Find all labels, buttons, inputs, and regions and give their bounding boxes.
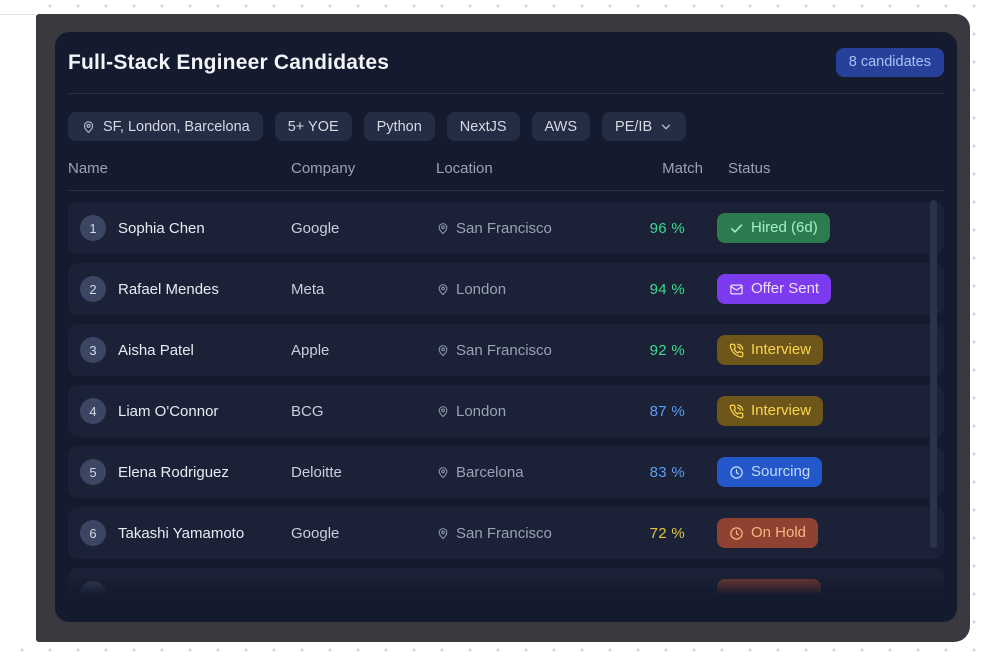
row-number: 6 [80, 520, 106, 546]
table-row[interactable]: 6 Takashi Yamamoto Google San Francisco … [68, 507, 944, 559]
company: Google [291, 219, 340, 237]
status-icon [729, 343, 744, 358]
map-pin-icon [436, 221, 450, 235]
location-label: San Francisco [456, 524, 552, 542]
status-icon [729, 404, 744, 419]
match-score: 92 % [649, 341, 685, 359]
scrollbar-thumb[interactable] [930, 200, 937, 548]
filter-chip-sf-london-barcelona[interactable]: SF, London, Barcelona [68, 112, 263, 141]
table-body: 1 Sophia Chen Google San Francisco 96 % … [68, 202, 944, 620]
map-pin-icon [436, 343, 450, 357]
map-pin-icon [436, 465, 450, 479]
header-divider [68, 93, 944, 94]
table-row[interactable]: 5 Elena Rodriguez Deloitte Barcelona 83 … [68, 446, 944, 498]
map-pin-icon [436, 404, 450, 418]
status-badge[interactable]: Interview [717, 335, 824, 365]
filter-chip-label: AWS [544, 118, 578, 135]
app-window: Full-Stack Engineer Candidates 8 candida… [36, 14, 970, 642]
row-number: 4 [80, 398, 106, 424]
status-icon [729, 221, 744, 236]
chevron-down-icon [659, 120, 673, 134]
filter-chip-5-yoe[interactable]: 5+ YOE [274, 112, 352, 141]
candidate-name: Aisha Patel [118, 341, 194, 359]
status-badge[interactable] [717, 579, 821, 609]
status-label: Offer Sent [751, 280, 820, 297]
filter-chip-label: Python [376, 118, 422, 135]
company: Deloitte [291, 463, 342, 481]
status-label: Hired (6d) [751, 219, 818, 236]
row-number [80, 581, 106, 607]
status-icon [729, 282, 744, 297]
match-score: 83 % [649, 463, 685, 481]
location-label: London [456, 402, 507, 420]
table-row[interactable]: 2 Rafael Mendes Meta London 94 % Offer S… [68, 263, 944, 315]
table-header-row: Name Company Location Match Status [68, 156, 944, 180]
company: BCG [291, 402, 324, 420]
candidates-card: Full-Stack Engineer Candidates 8 candida… [55, 32, 957, 622]
status-badge[interactable]: On Hold [717, 518, 819, 548]
status-icon [729, 465, 744, 480]
card-header: Full-Stack Engineer Candidates 8 candida… [68, 32, 944, 93]
status-badge[interactable]: Sourcing [717, 457, 823, 487]
company: Meta [291, 280, 325, 298]
row-number: 2 [80, 276, 106, 302]
candidate-count-badge: 8 candidates [835, 47, 944, 78]
status-label: Interview [751, 402, 812, 419]
status-badge[interactable]: Offer Sent [717, 274, 832, 304]
filter-chip-python[interactable]: Python [363, 112, 435, 141]
filter-chip-pe-ib[interactable]: PE/IB [602, 112, 687, 141]
location-label: Barcelona [456, 463, 524, 481]
candidate-name: Liam O'Connor [118, 402, 219, 420]
location-label: San Francisco [456, 219, 552, 237]
filter-chip-label: SF, London, Barcelona [103, 118, 250, 135]
match-score: 96 % [649, 219, 685, 237]
status-label: Sourcing [751, 463, 811, 480]
row-number: 5 [80, 459, 106, 485]
match-score: 94 % [649, 280, 685, 298]
candidate-name: Rafael Mendes [118, 280, 219, 298]
column-header-match: Match [662, 159, 703, 177]
column-header-company: Company [291, 159, 356, 177]
column-header-location: Location [436, 159, 493, 177]
table-header-divider [68, 190, 944, 191]
canvas-left-margin [0, 0, 36, 641]
match-score: 87 % [649, 402, 685, 420]
candidate-name: Sophia Chen [118, 219, 205, 237]
page-title: Full-Stack Engineer Candidates [68, 50, 390, 74]
column-header-status: Status [728, 159, 771, 177]
filter-chip-label: 5+ YOE [287, 118, 339, 135]
company: Apple [291, 341, 330, 359]
table-row[interactable] [68, 568, 944, 620]
filter-bar: SF, London, Barcelona 5+ YOE Python Next… [68, 112, 687, 141]
row-number: 1 [80, 215, 106, 241]
column-header-name: Name [68, 159, 109, 177]
canvas-edge-line [0, 14, 36, 15]
candidate-name: Takashi Yamamoto [118, 524, 245, 542]
status-label: Interview [751, 341, 812, 358]
table-row[interactable]: 3 Aisha Patel Apple San Francisco 92 % I… [68, 324, 944, 376]
status-badge[interactable]: Interview [717, 396, 824, 426]
location-label: San Francisco [456, 341, 552, 359]
match-score: 72 % [649, 524, 685, 542]
company: Google [291, 524, 340, 542]
map-pin-icon [436, 282, 450, 296]
location-label: London [456, 280, 507, 298]
filter-chip-aws[interactable]: AWS [531, 112, 591, 141]
filter-chip-label: PE/IB [615, 118, 653, 135]
table-row[interactable]: 4 Liam O'Connor BCG London 87 % Intervie… [68, 385, 944, 437]
status-badge[interactable]: Hired (6d) [717, 213, 830, 243]
status-label: On Hold [751, 524, 807, 541]
table-row[interactable]: 1 Sophia Chen Google San Francisco 96 % … [68, 202, 944, 254]
candidate-name: Elena Rodriguez [118, 463, 229, 481]
map-pin-icon [436, 526, 450, 540]
filter-chip-label: NextJS [459, 118, 507, 135]
status-icon [729, 526, 744, 541]
filter-chip-nextjs[interactable]: NextJS [446, 112, 520, 141]
map-pin-icon [81, 119, 96, 134]
row-number: 3 [80, 337, 106, 363]
